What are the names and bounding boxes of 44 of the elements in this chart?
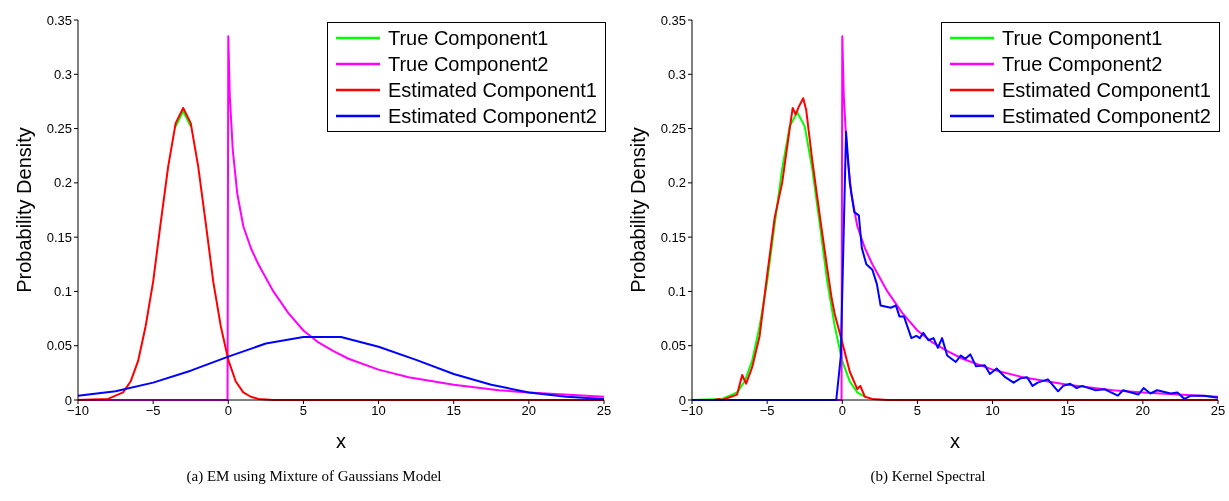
y-tick-label: 0.15: [660, 229, 686, 245]
x-tick-label: 20: [1135, 403, 1151, 419]
x-tick-label: 15: [1060, 403, 1075, 419]
y-tick-label: 0.25: [660, 121, 686, 137]
x-tick-label: −5: [759, 403, 775, 419]
y-tick-label: 0.05: [46, 338, 72, 354]
x-tick-label: 0: [838, 403, 846, 419]
y-tick-label: 0.35: [660, 12, 686, 28]
x-tick-label: 5: [913, 403, 922, 419]
y-tick-label: 0.25: [46, 121, 72, 137]
y-tick-label: 0.05: [660, 338, 686, 354]
legend-label: True Component2: [387, 52, 549, 77]
x-tick-label: 10: [985, 403, 1000, 419]
y-tick-label: 0.2: [53, 175, 72, 191]
y-tick-label: 0: [678, 392, 686, 408]
x-tick-label: 25: [1210, 403, 1226, 419]
legend-label: Estimated Component2: [387, 104, 597, 129]
y-axis-title: Probability Density: [627, 127, 650, 293]
x-axis-title: x: [336, 430, 346, 452]
text: (b) Kernel Spectral: [869, 468, 987, 485]
x-tick-label: 25: [596, 403, 612, 419]
y-tick-label: 0.1: [53, 284, 72, 300]
legend-label: Estimated Component2: [1001, 104, 1211, 129]
y-tick-label: 0.3: [667, 66, 686, 82]
y-tick-label: 0.15: [46, 229, 72, 245]
y-tick-label: 0.3: [53, 66, 72, 82]
y-axis-title: Probability Density: [13, 127, 36, 293]
x-axis-title: x: [950, 430, 960, 452]
x-tick-label: −5: [145, 403, 161, 419]
legend-label: Estimated Component1: [1001, 78, 1211, 103]
legend-label: True Component1: [1001, 26, 1163, 51]
y-tick-label: 0.1: [667, 284, 686, 300]
legend-label: True Component1: [387, 26, 549, 51]
x-tick-label: 10: [371, 403, 386, 419]
y-tick-label: 0.2: [667, 175, 686, 191]
y-tick-label: 0.35: [46, 12, 72, 28]
legend-label: Estimated Component1: [387, 78, 597, 103]
x-tick-label: 20: [521, 403, 537, 419]
y-tick-label: 0: [64, 392, 72, 408]
x-tick-label: 15: [446, 403, 461, 419]
legend-label: True Component2: [1001, 52, 1163, 77]
x-tick-label: 5: [299, 403, 308, 419]
text: (a) EM using Mixture of Gaussians Model: [185, 468, 443, 485]
x-tick-label: 0: [224, 403, 232, 419]
